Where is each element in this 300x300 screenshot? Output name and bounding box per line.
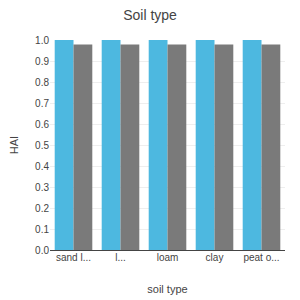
svg-text:0.1: 0.1 <box>35 224 49 235</box>
svg-text:loam: loam <box>157 252 179 263</box>
svg-text:sand l...: sand l... <box>56 252 91 263</box>
svg-text:HAI: HAI <box>8 136 20 154</box>
svg-text:0.9: 0.9 <box>35 56 49 67</box>
svg-text:clay: clay <box>206 252 224 263</box>
svg-text:0.0: 0.0 <box>35 245 49 256</box>
svg-text:0.8: 0.8 <box>35 77 49 88</box>
svg-text:soil type: soil type <box>147 283 187 295</box>
svg-text:0.6: 0.6 <box>35 119 49 130</box>
svg-text:0.5: 0.5 <box>35 140 49 151</box>
svg-text:0.4: 0.4 <box>35 161 49 172</box>
svg-text:Soil type: Soil type <box>123 7 177 23</box>
svg-text:l...: l... <box>115 252 126 263</box>
svg-text:0.7: 0.7 <box>35 98 49 109</box>
svg-text:0.2: 0.2 <box>35 203 49 214</box>
svg-text:1.0: 1.0 <box>35 35 49 46</box>
svg-text:peat o...: peat o... <box>243 252 279 263</box>
svg-text:0.3: 0.3 <box>35 182 49 193</box>
